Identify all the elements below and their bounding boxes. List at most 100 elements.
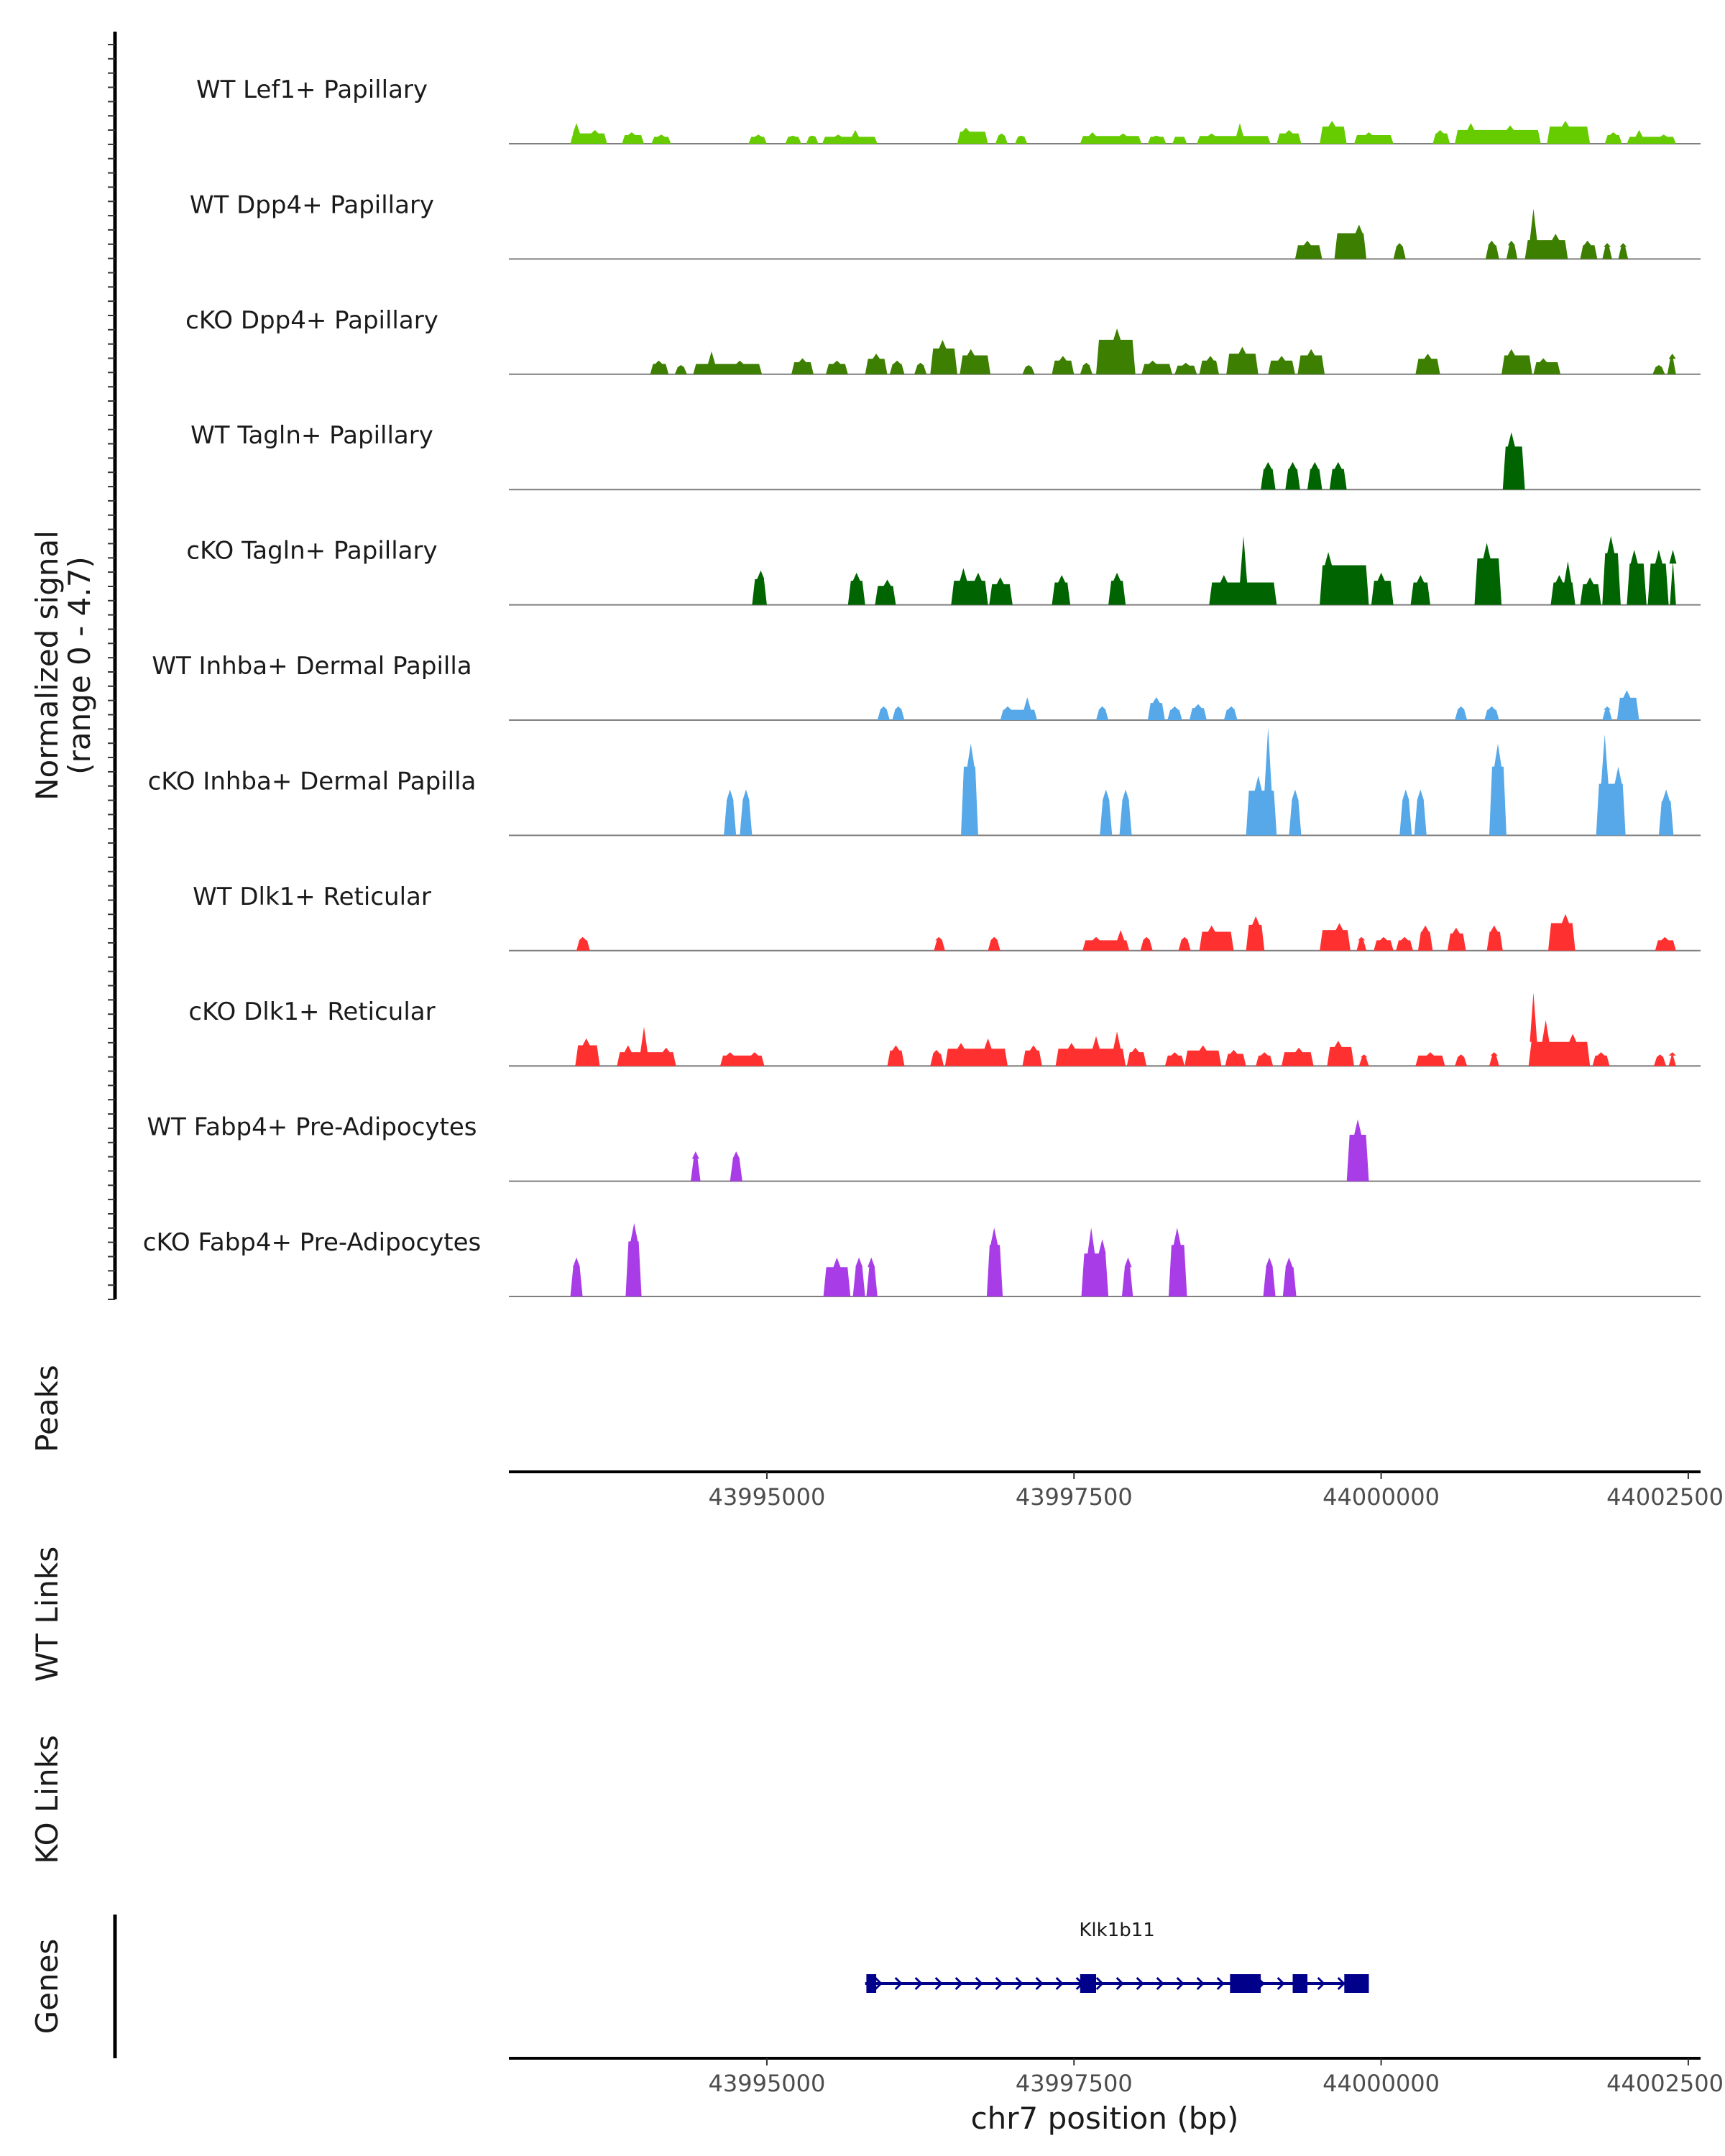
coverage-peak (625, 1222, 642, 1296)
coverage-peak (740, 789, 753, 836)
coverage-peak (1627, 550, 1647, 605)
gene-model (865, 1974, 1369, 1993)
coverage-peak (914, 362, 927, 374)
coverage-peak (1289, 789, 1302, 836)
strand-arrow (1095, 1976, 1104, 1991)
coverage-peak (1294, 240, 1322, 259)
coverage-track: WT Dpp4+ Papillary (190, 190, 1701, 260)
x-tick-label: 43995000 (709, 2070, 826, 2097)
x-tick-label: 43997500 (1016, 1483, 1133, 1511)
coverage-peak (889, 360, 905, 374)
coverage-peak (1447, 927, 1466, 951)
coverage-peak (1415, 1052, 1445, 1067)
coverage-peak (1668, 1052, 1676, 1067)
genes-track-label: Genes (29, 1939, 65, 2035)
gene-name-label: Klk1b11 (1079, 1920, 1154, 1941)
coverage-peak (1263, 1257, 1276, 1296)
coverage-peak (1329, 461, 1347, 490)
coverage-track: cKO Dlk1+ Reticular (188, 992, 1701, 1067)
coverage-y-ticks (108, 44, 115, 1300)
coverage-peak (1080, 132, 1142, 144)
x-axis-upper: 43995000 43997500 44000000 44002500 (509, 1470, 1724, 1511)
coverage-peak (944, 1038, 1008, 1067)
coverage-peak (1246, 916, 1265, 951)
coverage-peak (575, 1038, 600, 1067)
strand-arrow (914, 1976, 923, 1991)
coverage-peak (1327, 1041, 1354, 1067)
coverage-peak (748, 134, 767, 144)
coverage-peak (1022, 365, 1035, 374)
coverage-peak (1082, 930, 1130, 951)
strand-arrow (1216, 1976, 1225, 1991)
coverage-peak (1226, 346, 1259, 374)
coverage-peak (960, 349, 990, 374)
coverage-peak (1147, 697, 1165, 720)
strand-arrow (894, 1976, 903, 1991)
coverage-peak (1246, 727, 1277, 836)
coverage-peak (1356, 936, 1367, 951)
coverage-y-label-line2: (range 0 - 4.7) (62, 556, 97, 775)
strand-arrow (1116, 1976, 1124, 1991)
coverage-track-label: WT Dpp4+ Papillary (190, 190, 434, 219)
strand-arrow (1337, 1976, 1346, 1991)
coverage-peak (1602, 243, 1612, 259)
gene-exon (1230, 1974, 1261, 1993)
coverage-peak (720, 1052, 765, 1067)
coverage-track-label: WT Tagln+ Papillary (190, 421, 433, 450)
coverage-peak (1141, 360, 1172, 374)
x-axis-title: chr7 position (bp) (971, 2101, 1239, 2136)
coverage-peak (995, 133, 1008, 144)
gene-exon (1292, 1974, 1308, 1993)
coverage-peak (1320, 121, 1347, 144)
coverage-peak (1432, 129, 1450, 144)
coverage-peak (570, 123, 607, 144)
coverage-track: cKO Fabp4+ Pre-Adipocytes (143, 1222, 1701, 1297)
coverage-peak (1489, 743, 1506, 836)
coverage-y-label-line1: Normalized signal (29, 530, 65, 801)
coverage-peak (785, 135, 801, 144)
coverage-peak (1261, 461, 1276, 490)
coverage-peak (986, 1227, 1003, 1296)
coverage-peak (1055, 1031, 1126, 1067)
coverage-peak (1282, 1257, 1297, 1296)
strand-arrow (1317, 1976, 1325, 1991)
coverage-track-label: cKO Fabp4+ Pre-Adipocytes (143, 1228, 482, 1257)
x-tick-label: 44000000 (1322, 2070, 1440, 2097)
wt-links-track-label: WT Links (29, 1547, 65, 1682)
gene-exon (866, 1974, 877, 1993)
coverage-peak (1282, 1047, 1314, 1067)
coverage-track-label: cKO Dpp4+ Papillary (185, 306, 438, 335)
coverage-peak (1667, 354, 1676, 374)
coverage-peak (961, 743, 978, 836)
x-axis-lower: 43995000 43997500 44000000 44002500 (509, 2057, 1724, 2097)
strand-arrow (1196, 1976, 1205, 1991)
coverage-peak (866, 1257, 878, 1296)
coverage-peak (1604, 132, 1622, 144)
strand-arrow (874, 1976, 883, 1991)
coverage-peak (1000, 697, 1037, 720)
coverage-peak (1455, 1054, 1468, 1067)
coverage-track: cKO Tagln+ Papillary (186, 535, 1701, 606)
coverage-peak (1334, 224, 1367, 259)
coverage-track: WT Inhba+ Dermal Papilla (152, 652, 1701, 721)
coverage-peak (847, 572, 865, 605)
coverage-peak (1096, 706, 1109, 720)
coverage-peak (651, 134, 671, 144)
coverage-peak (852, 1257, 865, 1296)
coverage-peak (622, 132, 644, 144)
coverage-peak (1652, 365, 1665, 374)
coverage-peak (1410, 575, 1430, 605)
strand-arrow (975, 1976, 983, 1991)
coverage-peak (951, 568, 988, 605)
strand-arrow (934, 1976, 943, 1991)
coverage-peak (1485, 240, 1499, 259)
x-tick-label: 44000000 (1322, 1483, 1440, 1511)
coverage-peak (1197, 123, 1271, 144)
coverage-peak (1140, 936, 1153, 951)
ko-links-track-label: KO Links (29, 1735, 65, 1864)
coverage-peak (875, 579, 896, 605)
coverage-peak (822, 129, 878, 144)
coverage-peak (1501, 349, 1532, 374)
coverage-peak (1484, 706, 1499, 720)
